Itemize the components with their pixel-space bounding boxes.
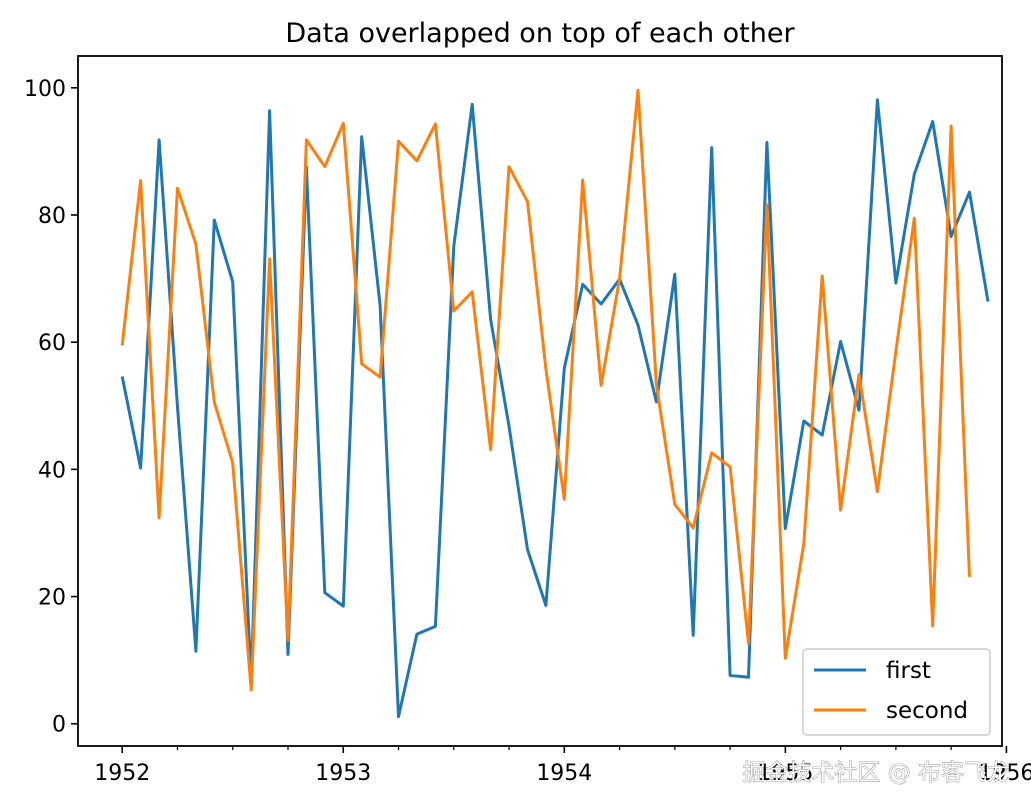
chart-title: Data overlapped on top of each other — [285, 18, 795, 49]
legend-label-second: second — [886, 698, 968, 724]
x-tick-label: 1952 — [94, 761, 150, 786]
axes-frame — [77, 55, 1003, 747]
series-line-second — [120, 88, 971, 692]
x-tick-label: 1956 — [978, 761, 1031, 786]
y-tick-label: 80 — [38, 204, 66, 229]
y-tick-label: 0 — [52, 713, 66, 738]
y-tick-label: 20 — [38, 586, 66, 611]
legend-label-first: first — [886, 658, 931, 684]
y-tick-label: 100 — [24, 77, 66, 102]
legend: first second — [802, 648, 991, 736]
x-tick-label: 1955 — [757, 761, 813, 786]
series-line-first — [120, 98, 990, 719]
plot-area — [120, 88, 990, 719]
x-tick-label: 1954 — [536, 761, 592, 786]
watermark-text: 掘金技术社区 @ 布客飞龙 — [742, 760, 1010, 786]
x-tick-label: 1953 — [315, 761, 371, 786]
axis-ticks: 0 20 40 60 80 100 1952 1953 1954 1955 1956 — [24, 77, 1031, 786]
y-tick-label: 60 — [38, 331, 66, 356]
y-tick-label: 40 — [38, 458, 66, 483]
